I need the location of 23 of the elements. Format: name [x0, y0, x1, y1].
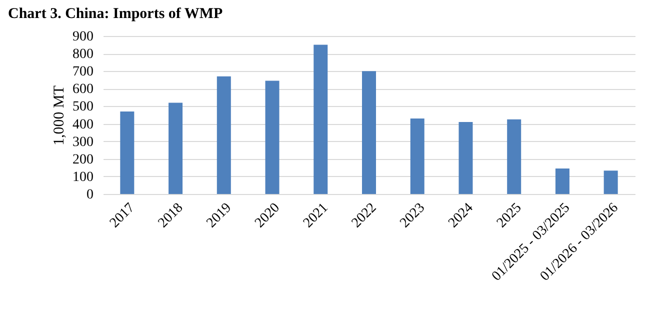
y-tick-label: 800 — [72, 47, 94, 62]
y-tick-label: 900 — [72, 30, 94, 44]
y-tick-label: 200 — [72, 152, 94, 168]
bar — [604, 170, 618, 194]
bar — [265, 80, 280, 194]
y-axis-title: 1,000 MT — [52, 86, 68, 146]
bar — [314, 44, 328, 194]
y-tick-label: 0 — [86, 188, 94, 202]
y-tick-label: 500 — [72, 100, 94, 115]
bar — [507, 119, 522, 194]
bar — [362, 71, 376, 194]
y-tick-label: 700 — [72, 64, 94, 80]
y-tick-label: 100 — [72, 170, 94, 185]
bar — [410, 118, 424, 194]
bar — [120, 111, 134, 194]
bar — [458, 122, 473, 194]
bar — [168, 102, 183, 194]
bar — [216, 76, 231, 194]
chart-title: Chart 3. China: Imports of WMP — [8, 6, 223, 22]
y-tick-label: 600 — [72, 82, 94, 98]
y-tick-label: 400 — [72, 117, 94, 132]
y-tick-label: 300 — [72, 134, 94, 150]
bar — [555, 168, 570, 194]
